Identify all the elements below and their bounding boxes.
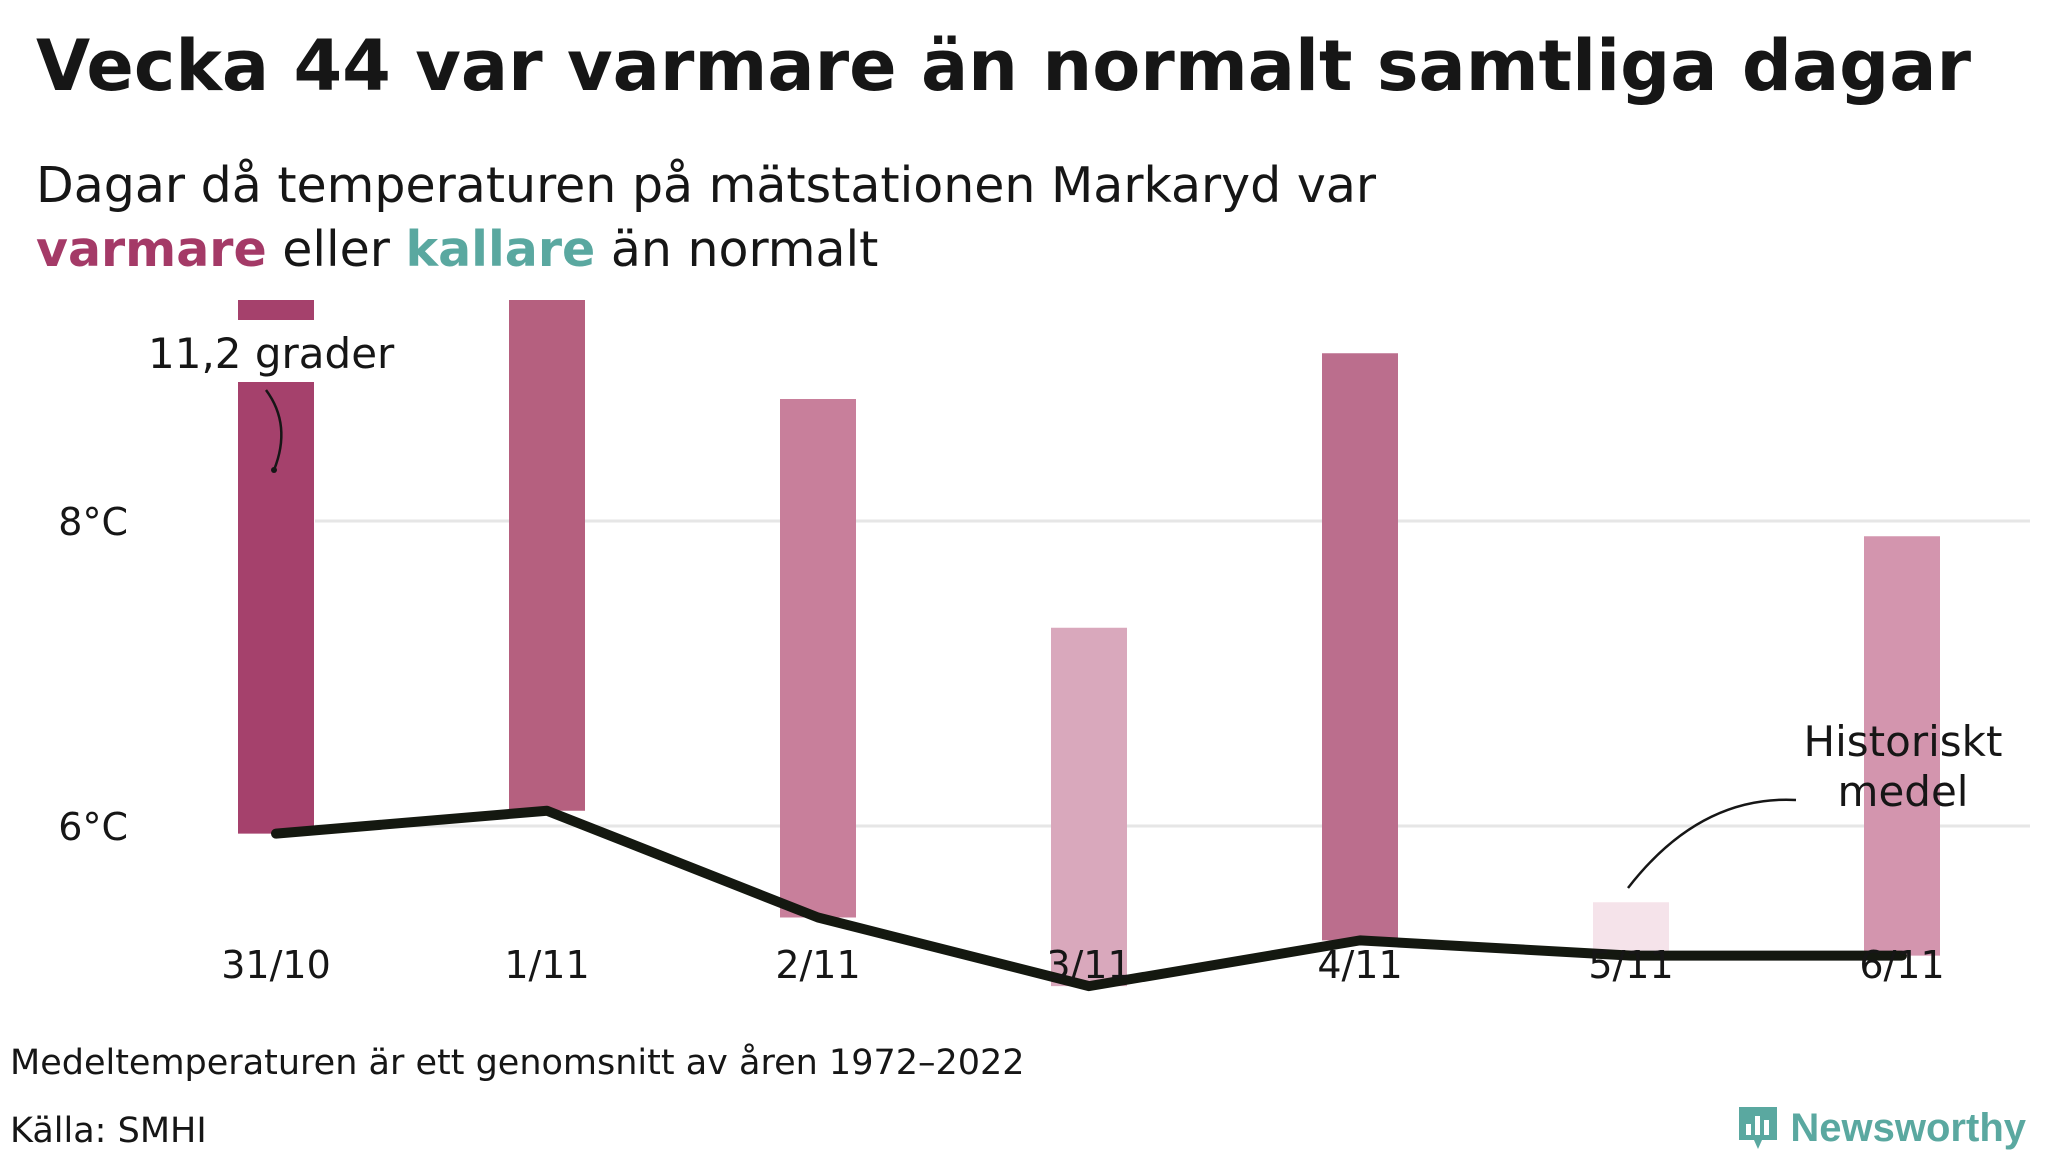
source-note: Källa: SMHI (10, 1111, 207, 1151)
annotation-average-connector (1627, 798, 1797, 889)
brand-name: Newsworthy (1790, 1106, 2026, 1150)
grid-layer (315, 519, 2030, 828)
annotation-average-label-line1: Historiskt (1804, 717, 2003, 766)
bar-layer (238, 300, 1940, 987)
annotation-max-connector (264, 389, 283, 471)
annotation-max-dot (271, 467, 277, 473)
label-layer: 6°C8°C10°C12°C31/101/112/113/114/115/116… (58, 500, 1944, 987)
bar-1-11 (509, 300, 585, 811)
bar-3-11 (1051, 627, 1127, 987)
bar-2-11 (780, 399, 856, 918)
newsworthy-logo: Newsworthy (1736, 1104, 2026, 1152)
annotation-max-background (140, 320, 420, 382)
x-tick-label: 6/11 (1859, 943, 1944, 987)
y-tick-label: 6°C (58, 805, 128, 849)
temperature-chart: 6°C8°C10°C12°C31/101/112/113/114/115/116… (58, 300, 2030, 992)
annotation-max-label: 11,2 grader (148, 329, 395, 378)
historical-average-line (271, 805, 1907, 992)
bar-6-11 (1864, 536, 1940, 956)
x-tick-label: 4/11 (1317, 943, 1402, 987)
subtitle-line-1: Dagar då temperaturen på mätstationen Ma… (36, 157, 1377, 214)
annotation-average-label-line2: medel (1838, 767, 1969, 816)
x-tick-label: 31/10 (221, 943, 331, 987)
footnote: Medeltemperaturen är ett genomsnitt av å… (10, 1043, 1025, 1083)
bar-5-11 (1593, 902, 1669, 956)
subtitle-end-text: än normalt (595, 221, 879, 278)
chart-title: Vecka 44 var varmare än normalt samtliga… (36, 25, 1972, 107)
subtitle-cold-word: kallare (405, 221, 596, 278)
newsworthy-logo-icon (1739, 1107, 1778, 1149)
x-tick-label: 2/11 (775, 943, 860, 987)
x-tick-label: 3/11 (1046, 943, 1131, 987)
subtitle-mid-text: eller (266, 221, 406, 278)
y-tick-label: 8°C (58, 500, 128, 544)
subtitle-warm-word: varmare (36, 221, 267, 278)
chart-subtitle: Dagar då temperaturen på mätstationen Ma… (36, 154, 1376, 282)
bar-4-11 (1322, 353, 1398, 941)
bar-31-10 (238, 300, 314, 834)
x-tick-label: 1/11 (504, 943, 589, 987)
x-tick-label: 5/11 (1588, 943, 1673, 987)
line-layer (271, 805, 1907, 992)
subtitle-line-2: varmare eller kallare än normalt (36, 218, 1376, 282)
